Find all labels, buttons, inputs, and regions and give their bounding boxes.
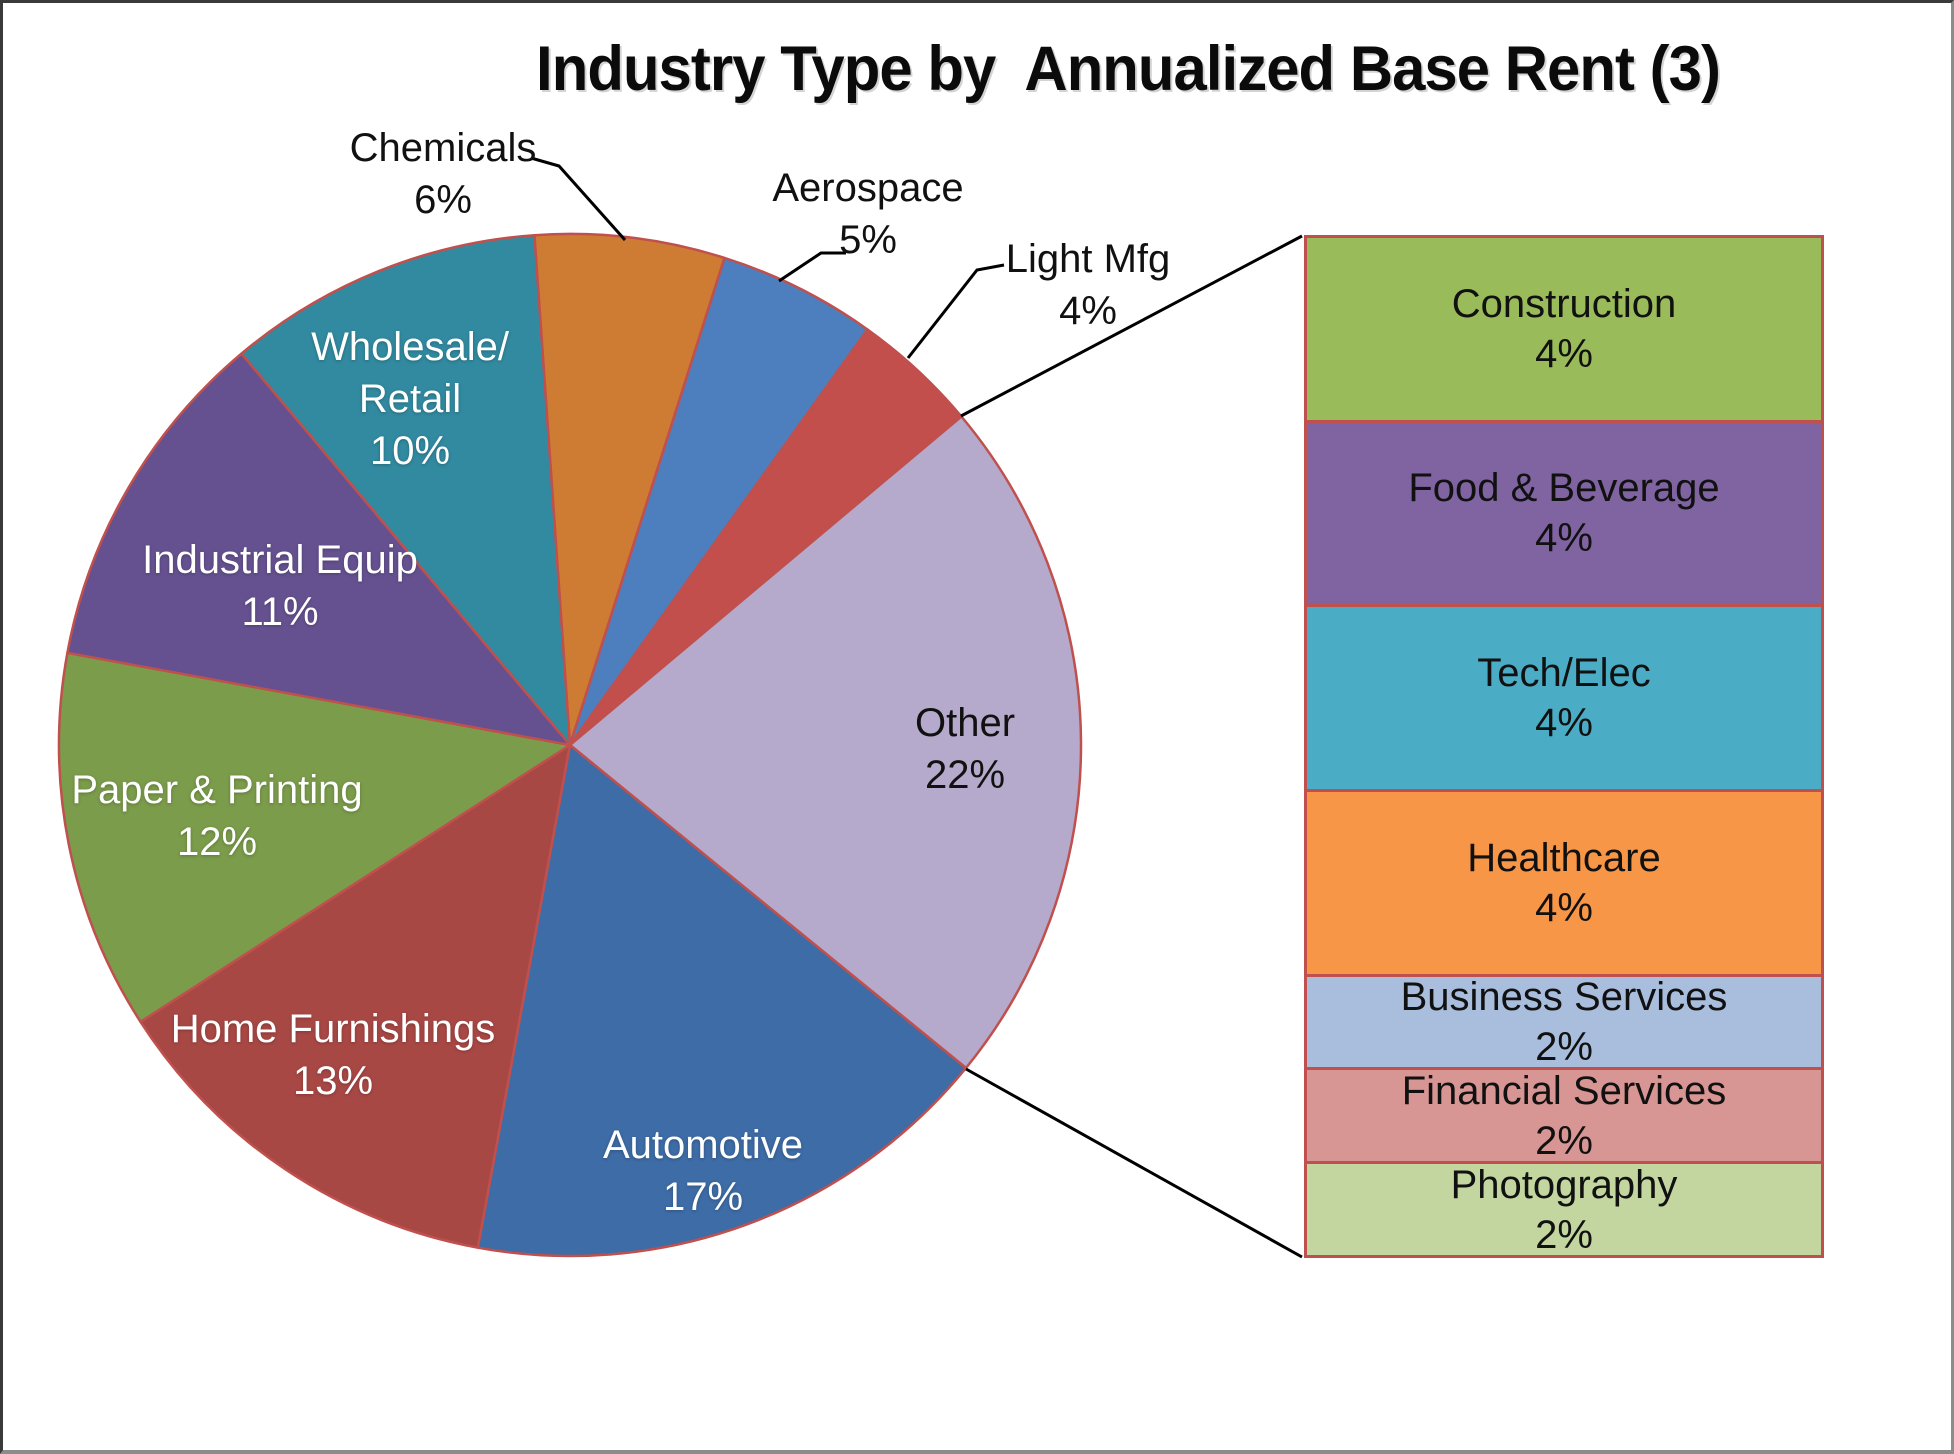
pie-chart	[57, 156, 1303, 1259]
bar-segment-food-beverage: Food & Beverage 4%	[1307, 419, 1821, 605]
bar-segment-label: Financial Services	[1401, 1068, 1727, 1113]
pie-slice-other	[568, 415, 1083, 1070]
bar-segment-label: Photography	[1450, 1162, 1678, 1207]
bar-segment-percent: 4%	[1535, 516, 1593, 561]
breakdown-bar: Construction 4% Food & Beverage 4% Tech/Elec…	[1304, 235, 1824, 1258]
pie-slice-paper-printing	[57, 651, 572, 1024]
bar-segment-business-services: Business Services 2%	[1307, 973, 1821, 1068]
pie-slice-wholesale-retail	[240, 233, 572, 747]
bar-segment-percent: 2%	[1535, 1212, 1593, 1255]
bar-segment-percent: 4%	[1535, 701, 1593, 746]
bar-segment-label: Healthcare	[1467, 835, 1661, 880]
pie-slice-chemicals	[533, 232, 726, 747]
pie-slice-automotive	[476, 743, 968, 1258]
bar-segment-percent: 4%	[1535, 331, 1593, 376]
bar-segment-photography: Photography 2%	[1307, 1161, 1821, 1255]
leader-line-chemicals	[530, 156, 627, 241]
leader-line-aerospace	[778, 251, 846, 283]
bar-segment-percent: 4%	[1535, 885, 1593, 930]
bar-segment-label: Construction	[1451, 281, 1677, 326]
bar-segment-label: Tech/Elec	[1477, 651, 1651, 696]
chart-title: Industry Type by Annualized Base Rent (3…	[536, 34, 1721, 104]
bar-segment-tech-elec: Tech/Elec 4%	[1307, 604, 1821, 789]
bar-segment-percent: 2%	[1535, 1024, 1593, 1068]
bar-segment-label: Business Services	[1400, 974, 1728, 1019]
pie-slice-industrial-equip	[66, 352, 572, 747]
bar-segment-financial-services: Financial Services 2%	[1307, 1067, 1821, 1162]
bar-segment-healthcare: Healthcare 4%	[1307, 788, 1821, 974]
pie-slice-aerospace	[568, 256, 869, 747]
bar-segment-percent: 2%	[1535, 1118, 1593, 1162]
leader-line-connector-top	[960, 234, 1303, 418]
bar-segment-construction: Construction 4%	[1307, 238, 1821, 420]
pie-slice-home-furnishings	[139, 743, 572, 1249]
bar-segment-label: Food & Beverage	[1408, 466, 1720, 511]
leader-line-connector-bottom	[965, 1067, 1303, 1259]
leader-line-light-mfg	[906, 263, 1005, 359]
